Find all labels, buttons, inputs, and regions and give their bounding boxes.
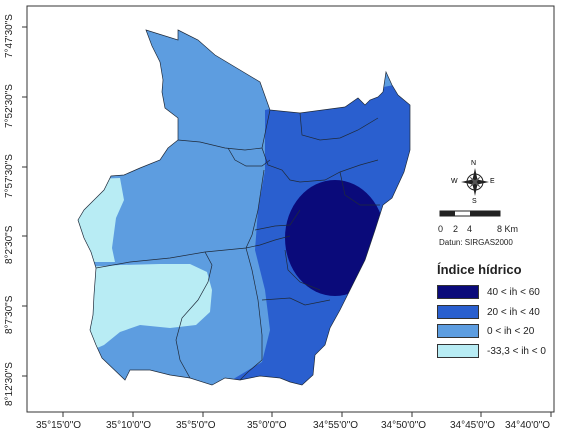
legend-item: -33,3 < ih < 0 (437, 344, 546, 358)
compass-s: S (472, 198, 477, 205)
municipal-boundaries (77, 29, 411, 386)
legend-label: -33,3 < ih < 0 (487, 345, 546, 357)
legend-swatch (437, 285, 479, 299)
datum-label: Datun: SIRGAS2000 (439, 238, 513, 247)
legend-item: 20 < ih < 40 (437, 305, 540, 319)
scale-label-8: 8 Km (497, 224, 519, 234)
legend-item: 0 < ih < 20 (437, 324, 534, 338)
map-frame (26, 5, 555, 413)
lon-label: 35°15'0"O (36, 420, 82, 431)
scale-label-2: 2 (453, 224, 459, 234)
lat-label: 8°12'30"S (4, 362, 15, 406)
north-arrow-icon (461, 168, 489, 196)
study-area (78, 30, 410, 385)
legend-label: 0 < ih < 20 (487, 325, 535, 337)
lon-label: 35°10'0"O (106, 420, 152, 431)
scale-bar (439, 210, 501, 217)
legend-item: 40 < ih < 60 (437, 285, 540, 299)
lon-label: 34°50'0"O (381, 420, 427, 431)
zone-40-60 (285, 180, 385, 296)
scale-label-4: 4 (467, 224, 473, 234)
legend-swatch (437, 324, 479, 338)
lat-label: 8°7'30"S (4, 295, 15, 334)
lon-label: 34°55'0"O (313, 420, 359, 431)
lon-label: 34°45'0"O (450, 420, 496, 431)
compass-n: N (471, 160, 477, 167)
lat-label: 7°52'30"S (4, 84, 15, 128)
lon-label: 35°5'0"O (176, 420, 216, 431)
lon-label: 35°0'0"O (247, 420, 287, 431)
legend-label: 40 < ih < 60 (487, 286, 540, 298)
lat-label: 7°57'30"S (4, 154, 15, 198)
lat-label: 8°2'30"S (4, 225, 15, 264)
legend-title: Índice hídrico (437, 262, 522, 277)
scale-label-0: 0 (438, 224, 444, 234)
legend-swatch (437, 305, 479, 319)
frame-ticks (22, 26, 552, 417)
legend-label: 20 < ih < 40 (487, 306, 540, 318)
lat-label: 7°47'30"S (4, 14, 15, 58)
lon-label: 34°40'0"O (505, 420, 551, 431)
zone-neg-south (78, 264, 212, 360)
legend-swatch (437, 344, 479, 358)
compass-w: W (451, 178, 458, 185)
compass-e: E (490, 178, 495, 185)
